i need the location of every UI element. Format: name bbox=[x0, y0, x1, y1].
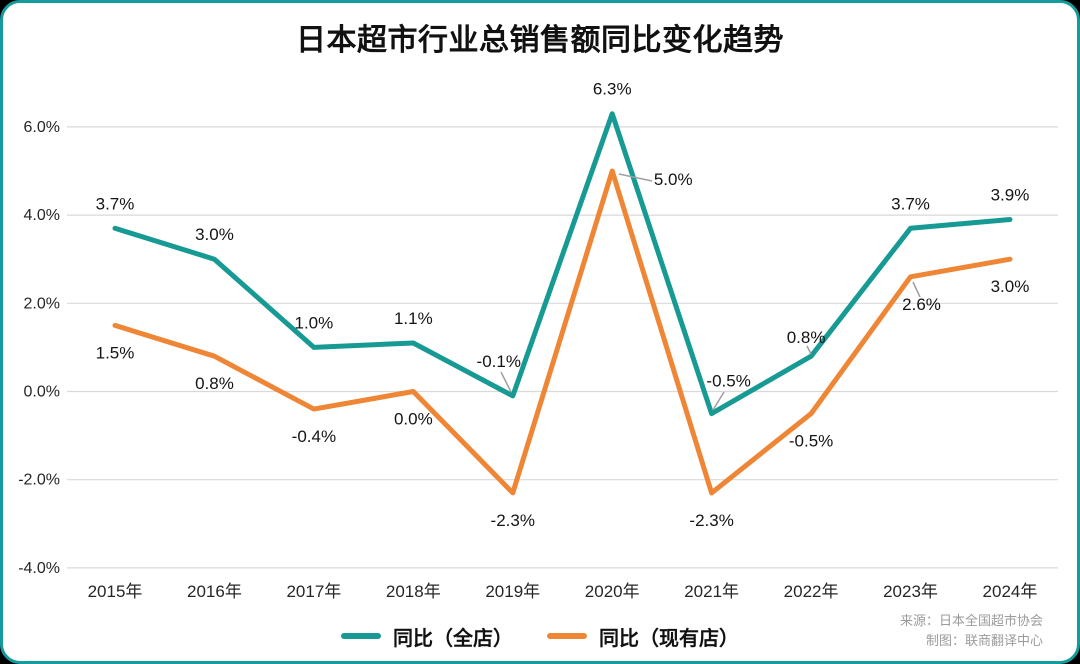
legend-item-existing-stores: 同比（现有店） bbox=[547, 622, 739, 651]
data-label-1: 3.0% bbox=[991, 277, 1030, 296]
x-tick-label: 2023年 bbox=[883, 582, 938, 601]
data-label-1: 5.0% bbox=[654, 170, 693, 189]
legend-swatch-existing-stores bbox=[547, 633, 587, 639]
data-label-1: -2.3% bbox=[491, 511, 535, 530]
data-label-1: 2.6% bbox=[902, 295, 941, 314]
data-label-1: 0.0% bbox=[394, 410, 433, 429]
legend-label-all-stores: 同比（全店） bbox=[393, 627, 513, 650]
x-tick-label: 2021年 bbox=[684, 582, 739, 601]
series-line-1 bbox=[112, 168, 1013, 496]
y-tick-label: -4.0% bbox=[18, 560, 60, 577]
source-note: 来源：日本全国超市协会 制图：联商翻译中心 bbox=[900, 611, 1043, 651]
data-label-0: 0.8% bbox=[787, 328, 826, 347]
y-tick-label: 6.0% bbox=[24, 119, 60, 136]
data-label-1: -0.5% bbox=[789, 432, 833, 451]
x-tick-label: 2019年 bbox=[485, 582, 540, 601]
data-label-0: -0.1% bbox=[477, 352, 521, 371]
data-label-1: -0.4% bbox=[292, 427, 336, 446]
label-leader-line bbox=[806, 345, 812, 355]
data-label-1: 0.8% bbox=[195, 374, 234, 393]
series-line-0 bbox=[112, 111, 1013, 417]
data-label-1: -2.3% bbox=[689, 511, 733, 530]
x-tick-label: 2022年 bbox=[784, 582, 839, 601]
legend-swatch-all-stores bbox=[341, 633, 381, 639]
data-label-0: 3.7% bbox=[891, 194, 930, 213]
data-label-0: 3.9% bbox=[991, 186, 1030, 205]
data-label-1: 1.5% bbox=[96, 343, 135, 362]
label-leader-line bbox=[912, 281, 921, 298]
data-label-0: 3.0% bbox=[195, 225, 234, 244]
x-tick-label: 2024年 bbox=[983, 582, 1038, 601]
data-label-0: 1.0% bbox=[295, 313, 334, 332]
legend-label-existing-stores: 同比（现有店） bbox=[599, 627, 739, 650]
source-line-1: 来源：日本全国超市协会 bbox=[899, 613, 1043, 628]
label-leader-line bbox=[618, 173, 653, 182]
x-tick-label: 2018年 bbox=[386, 582, 441, 601]
chart-title: 日本超市行业总销售额同比变化趋势 bbox=[296, 24, 784, 57]
y-tick-label: -2.0% bbox=[18, 472, 60, 489]
y-tick-label: 4.0% bbox=[24, 207, 60, 224]
x-tick-label: 2017年 bbox=[286, 582, 341, 601]
x-tick-label: 2015年 bbox=[88, 582, 143, 601]
y-tick-label: 0.0% bbox=[24, 384, 60, 401]
data-label-0: 6.3% bbox=[593, 80, 632, 99]
data-label-0: 3.7% bbox=[96, 194, 135, 213]
legend-item-all-stores: 同比（全店） bbox=[341, 622, 513, 651]
y-tick-label: 2.0% bbox=[24, 295, 60, 312]
data-label-0: -0.5% bbox=[706, 372, 750, 391]
label-leader-line bbox=[712, 391, 725, 411]
x-tick-label: 2020年 bbox=[585, 582, 640, 601]
label-leader-line bbox=[500, 371, 512, 393]
x-tick-label: 2016年 bbox=[187, 582, 242, 601]
source-line-2: 制图：联商翻译中心 bbox=[925, 633, 1043, 648]
legend: 同比（全店） 同比（现有店） bbox=[3, 621, 1077, 651]
data-label-0: 1.1% bbox=[394, 309, 433, 328]
